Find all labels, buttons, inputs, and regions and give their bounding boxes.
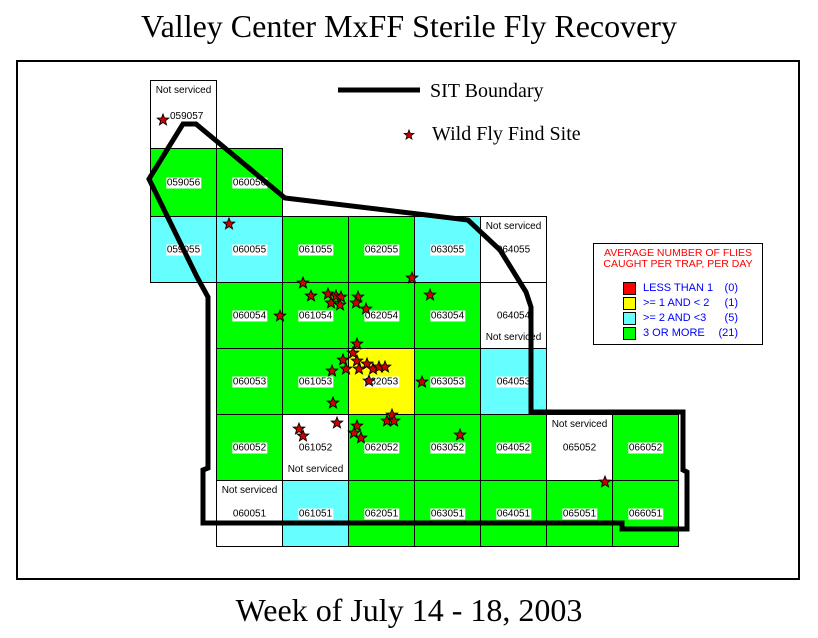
legend-item: >= 1 AND < 2 (1) bbox=[594, 296, 762, 311]
legend-item: LESS THAN 1 (0) bbox=[594, 281, 762, 296]
grid-cell-062051: 062051 bbox=[348, 480, 415, 547]
legend-swatch-icon bbox=[623, 297, 636, 310]
grid-cell-062052: 062052 bbox=[348, 414, 415, 481]
cell-label-062054: 062054 bbox=[363, 310, 400, 321]
grid-cell-063055: 063055 bbox=[414, 216, 481, 283]
grid-cell-061054: 061054 bbox=[282, 282, 349, 349]
grid-cell-063052: 063052 bbox=[414, 414, 481, 481]
legend-item-count: (21) bbox=[718, 327, 738, 339]
cell-label-062051: 062051 bbox=[363, 508, 400, 519]
grid-cell-065052: 065052 Not serviced bbox=[546, 414, 613, 481]
grid-cell-063053: 063053 bbox=[414, 348, 481, 415]
cell-label-063055: 063055 bbox=[429, 244, 466, 255]
legend-swatch-icon bbox=[623, 282, 636, 295]
legend-item: >= 2 AND <3 (5) bbox=[594, 311, 762, 326]
grid-cell-064052: 064052 bbox=[480, 414, 547, 481]
grid-cell-064054: 064054 Not serviced bbox=[480, 282, 547, 349]
cell-label-060055: 060055 bbox=[231, 244, 268, 255]
wild-fly-find-site-label: Wild Fly Find Site bbox=[432, 123, 581, 145]
cell-label-060054: 060054 bbox=[231, 310, 268, 321]
cell-label-066051: 066051 bbox=[627, 508, 664, 519]
cell-label-060053: 060053 bbox=[231, 376, 268, 387]
cell-label-061055: 061055 bbox=[297, 244, 334, 255]
cell-label-060056: 060056 bbox=[231, 177, 268, 188]
cell-label-060052: 060052 bbox=[231, 442, 268, 453]
cell-label-064051: 064051 bbox=[495, 508, 532, 519]
legend-item-label: 3 OR MORE bbox=[643, 327, 705, 339]
legend-title-line2: CAUGHT PER TRAP, PER DAY bbox=[603, 258, 753, 270]
grid-cell-059056: 059056 bbox=[150, 148, 217, 217]
cell-label-061054: 061054 bbox=[297, 310, 334, 321]
sit-boundary-label: SIT Boundary bbox=[430, 80, 544, 102]
cell-label-064054: 064054 bbox=[495, 310, 532, 321]
legend-item-label: >= 2 AND <3 bbox=[643, 312, 707, 324]
grid-cell-064051: 064051 bbox=[480, 480, 547, 547]
cell-label-061051: 061051 bbox=[297, 508, 334, 519]
cell-label-059057: 059057 bbox=[169, 111, 205, 122]
grid-cell-064055: 064055 Not serviced bbox=[480, 216, 547, 283]
grid-cell-060051: 060051 Not serviced bbox=[216, 480, 283, 547]
grid-cell-061052: 061052 Not serviced bbox=[282, 414, 349, 481]
cell-label-060051: 060051 bbox=[231, 508, 268, 519]
cell-label-062053: 062053 bbox=[363, 376, 400, 387]
grid-cell-061051: 061051 bbox=[282, 480, 349, 547]
cell-note-not-serviced: Not serviced bbox=[551, 419, 608, 430]
cell-label-066052: 066052 bbox=[627, 442, 664, 453]
cell-label-062052: 062052 bbox=[363, 442, 400, 453]
legend-item-label: LESS THAN 1 bbox=[643, 282, 714, 294]
grid-cell-062055: 062055 bbox=[348, 216, 415, 283]
cell-label-063052: 063052 bbox=[429, 442, 466, 453]
cell-note-not-serviced: Not serviced bbox=[485, 221, 542, 232]
grid-cell-064053: 064053 bbox=[480, 348, 547, 415]
cell-label-061053: 061053 bbox=[297, 376, 334, 387]
grid-cell-066052: 066052 bbox=[612, 414, 679, 481]
legend-item-count: (0) bbox=[724, 282, 738, 294]
cell-label-059055: 059055 bbox=[165, 244, 202, 255]
cell-note-not-serviced: Not serviced bbox=[155, 85, 212, 96]
cell-label-062055: 062055 bbox=[363, 244, 400, 255]
grid-cell-061053: 061053 bbox=[282, 348, 349, 415]
cell-label-059056: 059056 bbox=[165, 177, 202, 188]
flies-per-trap-legend: AVERAGE NUMBER OF FLIES CAUGHT PER TRAP,… bbox=[593, 243, 763, 345]
legend-swatch-icon bbox=[623, 327, 636, 340]
grid-cell-066051: 066051 bbox=[612, 480, 679, 547]
cell-note-not-serviced: Not serviced bbox=[485, 332, 542, 343]
legend-swatch-icon bbox=[623, 312, 636, 325]
grid-cell-062053: 062053 bbox=[348, 348, 415, 415]
legend-item: 3 OR MORE (21) bbox=[594, 326, 762, 341]
grid-cell-060052: 060052 bbox=[216, 414, 283, 481]
cell-label-065051: 065051 bbox=[561, 508, 598, 519]
grid-cell-063051: 063051 bbox=[414, 480, 481, 547]
grid-cell-060054: 060054 bbox=[216, 282, 283, 349]
grid-cell-063054: 063054 bbox=[414, 282, 481, 349]
cell-label-063051: 063051 bbox=[429, 508, 466, 519]
grid-cell-060053: 060053 bbox=[216, 348, 283, 415]
cell-label-061052: 061052 bbox=[297, 442, 334, 453]
legend-item-count: (1) bbox=[724, 297, 738, 309]
grid-cell-060056: 060056 bbox=[216, 148, 283, 217]
cell-note-not-serviced: Not serviced bbox=[221, 485, 278, 496]
page-subtitle: Week of July 14 - 18, 2003 bbox=[235, 592, 583, 628]
legend-title: AVERAGE NUMBER OF FLIES CAUGHT PER TRAP,… bbox=[594, 248, 762, 270]
cell-note-not-serviced: Not serviced bbox=[287, 464, 344, 475]
grid-cell-061055: 061055 bbox=[282, 216, 349, 283]
grid-cell-059057: 059057 Not serviced bbox=[150, 80, 217, 149]
page-title: Valley Center MxFF Sterile Fly Recovery bbox=[141, 8, 677, 44]
legend-items: LESS THAN 1 (0) >= 1 AND < 2 (1) >= 2 AND <3… bbox=[594, 281, 762, 341]
grid-cell-060055: 060055 bbox=[216, 216, 283, 283]
legend-item-count: (5) bbox=[724, 312, 738, 324]
cell-label-064055: 064055 bbox=[495, 244, 532, 255]
cell-label-064052: 064052 bbox=[495, 442, 532, 453]
cell-label-063054: 063054 bbox=[429, 310, 466, 321]
cell-label-065052: 065052 bbox=[561, 442, 598, 453]
cell-label-063053: 063053 bbox=[429, 376, 466, 387]
legend-item-label: >= 1 AND < 2 bbox=[643, 297, 710, 309]
grid-cell-059055: 059055 bbox=[150, 216, 217, 283]
grid-cell-065051: 065051 bbox=[546, 480, 613, 547]
grid-cell-062054: 062054 bbox=[348, 282, 415, 349]
cell-label-064053: 064053 bbox=[495, 376, 532, 387]
